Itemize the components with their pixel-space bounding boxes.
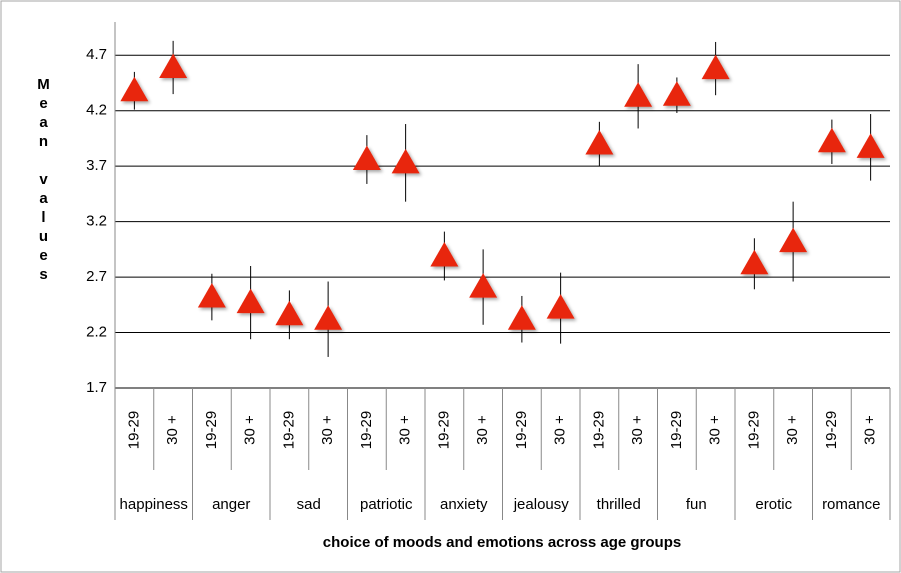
marker (779, 227, 808, 253)
x-tick-label: 30 + (629, 415, 646, 445)
marker (352, 145, 381, 171)
group-label: erotic (755, 496, 792, 513)
x-tick-label: 30 + (164, 415, 181, 445)
group-label: jealousy (513, 496, 570, 513)
marker (197, 283, 226, 308)
y-tick-label: 3.2 (86, 213, 107, 230)
marker (469, 273, 498, 298)
y-tick-label: 4.2 (86, 102, 107, 119)
marker (585, 130, 614, 155)
y-tick-label: 4.7 (86, 46, 107, 63)
x-tick-label: 19-29 (435, 411, 452, 449)
y-tick-label: 2.2 (86, 324, 107, 341)
marker (740, 249, 769, 275)
x-tick-label: 19-29 (203, 411, 220, 449)
x-axis-label: choice of moods and emotions across age … (323, 534, 681, 551)
x-tick-label: 19-29 (125, 411, 142, 449)
group-label: anxiety (440, 496, 488, 513)
x-tick-label: 30 + (319, 415, 336, 445)
group-label: happiness (120, 496, 188, 513)
group-label: patriotic (360, 496, 413, 513)
marker (120, 76, 149, 102)
x-tick-label: 30 + (397, 415, 414, 445)
x-tick-label: 19-29 (513, 411, 530, 449)
marker (430, 242, 459, 267)
x-tick-label: 30 + (707, 415, 724, 445)
marker (314, 305, 343, 330)
x-tick-label: 19-29 (668, 411, 685, 449)
marker (624, 82, 653, 107)
group-label: anger (212, 496, 250, 513)
group-label: romance (822, 496, 880, 513)
x-tick-label: 30 + (862, 415, 879, 445)
marker (507, 305, 536, 330)
x-tick-label: 30 + (474, 415, 491, 445)
x-tick-label: 30 + (552, 415, 569, 445)
x-tick-label: 30 + (242, 415, 259, 445)
marker (159, 53, 188, 78)
marker (701, 54, 730, 80)
marker (391, 148, 420, 174)
group-label: sad (297, 496, 321, 513)
marker (817, 127, 846, 153)
x-tick-label: 19-29 (590, 411, 607, 449)
plot-area (115, 22, 890, 388)
x-tick-label: 19-29 (823, 411, 840, 449)
y-tick-label: 2.7 (86, 268, 107, 285)
marker (236, 288, 265, 314)
x-tick-label: 19-29 (280, 411, 297, 449)
group-label: fun (686, 496, 707, 513)
x-tick-label: 19-29 (745, 411, 762, 449)
marker (662, 81, 691, 106)
x-tick-label: 19-29 (358, 411, 375, 449)
marker (275, 300, 304, 326)
y-axis-label: Mean values (35, 76, 52, 285)
marker (856, 133, 885, 158)
x-tick-label: 30 + (784, 415, 801, 445)
group-label: thrilled (597, 496, 641, 513)
y-tick-label: 3.7 (86, 157, 107, 174)
marker (546, 294, 575, 319)
y-tick-label: 1.7 (86, 379, 107, 396)
